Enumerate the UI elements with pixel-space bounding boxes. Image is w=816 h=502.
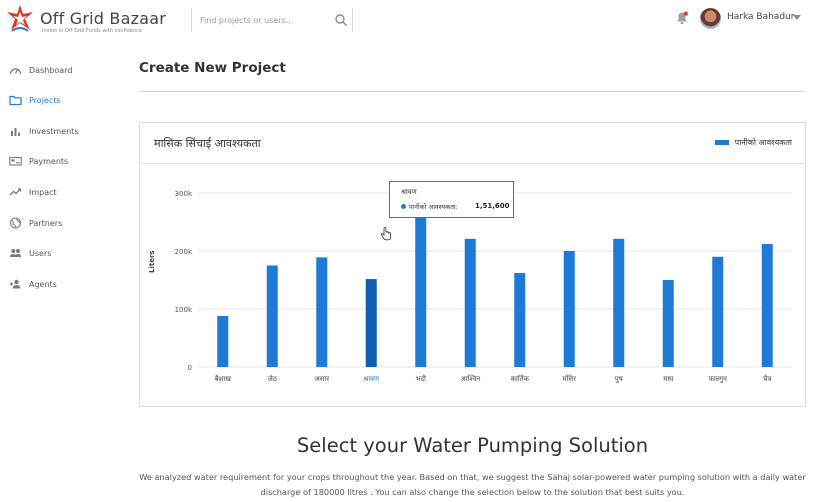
brand-logo[interactable]: Off Grid Bazaar Invest in Off Grid Funds… bbox=[6, 3, 186, 37]
chart-bar[interactable] bbox=[613, 238, 625, 367]
x-tick-label: असार bbox=[314, 375, 329, 383]
x-tick-label: चैत्र bbox=[763, 374, 771, 383]
user-name[interactable]: Harka Bahadur bbox=[727, 12, 795, 22]
x-tick-label: पुष bbox=[615, 375, 624, 383]
search-icon[interactable] bbox=[334, 13, 348, 27]
folder-icon bbox=[9, 95, 22, 106]
chart-bar[interactable] bbox=[514, 273, 526, 367]
avatar[interactable] bbox=[700, 8, 721, 29]
sidebar-item-projects[interactable]: Projects bbox=[9, 93, 61, 107]
page-title: Create New Project bbox=[139, 60, 286, 76]
bar-chart-icon bbox=[11, 128, 20, 136]
bar-chart: 0 100k 200k 300k बैशाख जेठ असार श्रावण भदौ आश्विन… bbox=[175, 190, 792, 383]
x-tick-label: बैशाख bbox=[215, 374, 232, 383]
chart-bar[interactable] bbox=[563, 251, 575, 367]
chart-bar[interactable] bbox=[266, 265, 278, 368]
tooltip-series-label: पानीको आवश्यकता: bbox=[409, 203, 458, 211]
chart-title: मासिक सिंचाई आवश्यकता bbox=[154, 137, 261, 150]
chart-bar[interactable] bbox=[464, 238, 476, 367]
x-tick-label: फाल्गुन bbox=[709, 375, 727, 383]
users-icon bbox=[9, 249, 22, 257]
logo-star-icon bbox=[7, 5, 33, 32]
notification-bell-icon[interactable] bbox=[675, 11, 689, 25]
x-tick-label: माघ bbox=[663, 375, 674, 383]
brand-name: Off Grid Bazaar bbox=[40, 9, 166, 28]
sidebar-item-dashboard[interactable]: Dashboard bbox=[9, 63, 72, 77]
section-title: Select your Water Pumping Solution bbox=[296, 434, 649, 457]
legend-swatch bbox=[714, 140, 729, 145]
agent-icon bbox=[9, 279, 21, 289]
tooltip-series-dot bbox=[401, 204, 406, 209]
chevron-down-icon[interactable] bbox=[793, 15, 801, 20]
sidebar-item-impact[interactable]: Impact bbox=[9, 185, 57, 199]
sidebar-item-users[interactable]: Users bbox=[9, 246, 51, 260]
divider bbox=[140, 163, 805, 164]
chart-bar[interactable] bbox=[316, 257, 328, 367]
chart-bar[interactable] bbox=[712, 256, 724, 367]
x-tick-label: मंसिर bbox=[562, 374, 576, 383]
y-tick-label: 200k bbox=[175, 248, 193, 256]
chart-bar[interactable] bbox=[415, 215, 427, 367]
sidebar-item-agents[interactable]: Agents bbox=[9, 277, 57, 291]
sidebar-item-label: Agents bbox=[29, 279, 57, 289]
sidebar-item-label: Users bbox=[29, 248, 52, 258]
search-input[interactable] bbox=[200, 13, 330, 27]
x-tick-label: भदौ bbox=[416, 374, 427, 383]
legend-label: पानीको आवश्यकता bbox=[734, 138, 792, 147]
top-header: Off Grid Bazaar Invest in Off Grid Funds… bbox=[0, 0, 816, 40]
dashboard-icon bbox=[9, 68, 22, 75]
tooltip-value: 1,51,600 bbox=[475, 202, 510, 210]
chart-legend[interactable]: पानीको आवश्यकता bbox=[714, 137, 792, 148]
irrigation-chart-card: मासिक सिंचाई आवश्यकता पानीको आवश्यकता 0 1… bbox=[139, 122, 806, 407]
divider bbox=[139, 91, 806, 92]
chart-bar[interactable] bbox=[217, 315, 229, 367]
chart-bar[interactable] bbox=[662, 280, 674, 367]
chart-bar[interactable] bbox=[761, 244, 773, 367]
trend-icon bbox=[9, 188, 22, 196]
section-description: We analyzed water requirement for your c… bbox=[139, 472, 806, 497]
y-axis-label: Liters bbox=[148, 250, 156, 273]
search-bar bbox=[191, 8, 353, 32]
sidebar-item-payments[interactable]: Payments bbox=[9, 154, 68, 168]
tooltip-category: श्रावण bbox=[401, 188, 417, 196]
hand-cursor-icon bbox=[380, 227, 391, 241]
x-tick-label: श्रावण bbox=[363, 375, 380, 383]
x-tick-label: कार्तिक bbox=[511, 374, 530, 383]
x-tick-label: आश्विन bbox=[460, 374, 480, 383]
globe-icon bbox=[9, 217, 22, 229]
sidebar-item-partners[interactable]: Partners bbox=[9, 216, 62, 230]
y-tick-label: 100k bbox=[175, 306, 193, 314]
sidebar-item-label: Projects bbox=[29, 95, 61, 105]
sidebar-item-label: Dashboard bbox=[29, 65, 73, 75]
chart-tooltip: श्रावण पानीको आवश्यकता: 1,51,600 bbox=[389, 181, 514, 218]
brand-tagline: Invest in Off Grid Funds with confidence bbox=[42, 28, 142, 34]
y-tick-label: 300k bbox=[175, 190, 193, 198]
sidebar-item-label: Investments bbox=[29, 126, 79, 136]
chart-bar[interactable] bbox=[365, 279, 377, 367]
y-tick-label: 0 bbox=[188, 364, 192, 372]
sidebar-item-label: Partners bbox=[29, 218, 63, 228]
sidebar-item-label: Impact bbox=[29, 187, 57, 197]
sidebar-item-investments[interactable]: Investments bbox=[9, 124, 78, 138]
sidebar-item-label: Payments bbox=[29, 156, 69, 166]
x-tick-label: जेठ bbox=[268, 374, 278, 383]
payment-icon bbox=[9, 156, 22, 166]
